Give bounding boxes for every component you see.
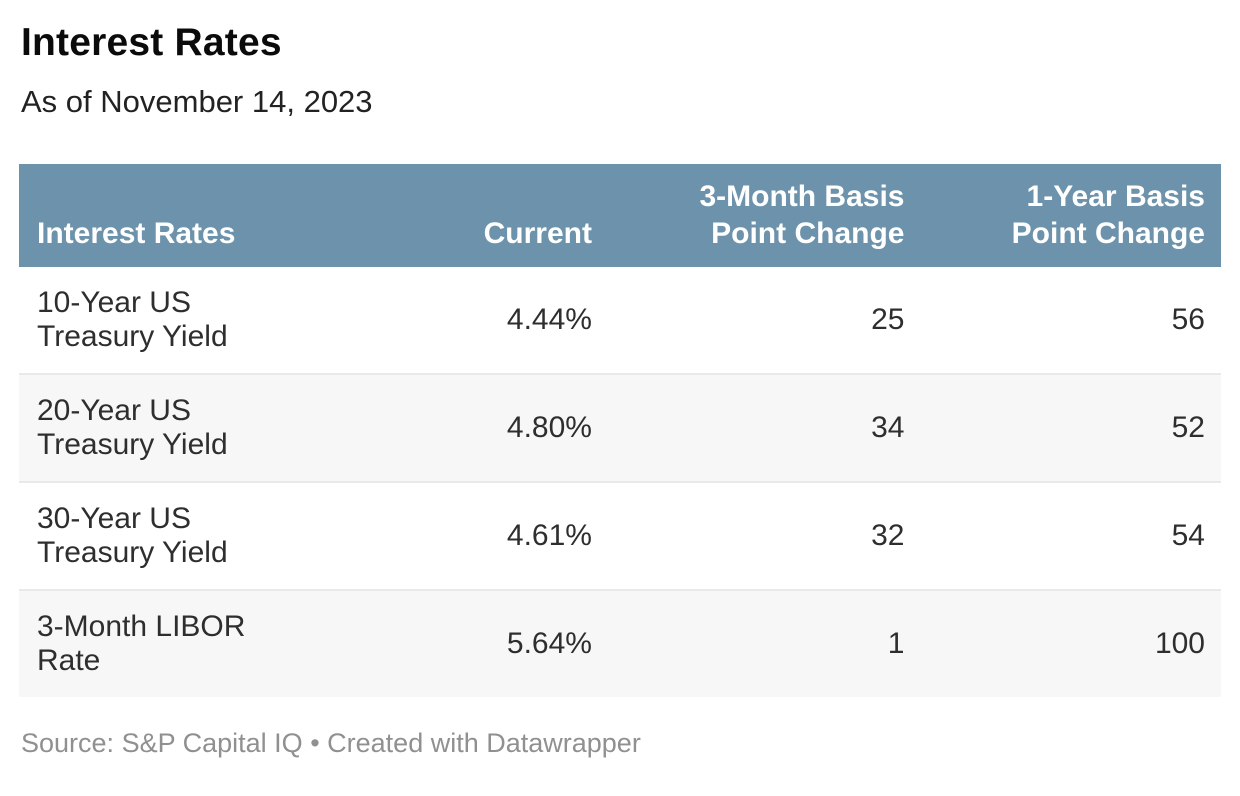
table-row-3-month-libor: 3-Month LIBOR Rate 5.64% 1 100: [19, 590, 1221, 697]
source-prefix: Source:: [21, 728, 115, 758]
cell-3-month-bp-change: 1: [887, 627, 905, 660]
row-label: 3-Month LIBOR Rate: [37, 610, 246, 677]
column-header-interest-rates: Interest Rates: [19, 164, 326, 267]
row-label: 10-Year US Treasury Yield: [37, 286, 228, 353]
cell-current: 4.80%: [506, 411, 592, 444]
cell-1-year-bp-change: 52: [1171, 411, 1205, 444]
table-row-10-year-treasury: 10-Year US Treasury Yield 4.44% 25 56: [19, 267, 1221, 374]
table-header-row: Interest Rates Current 3-Month Basis Poi…: [19, 164, 1221, 267]
chart-subtitle: As of November 14, 2023: [21, 84, 373, 119]
page-title: Interest Rates: [21, 21, 282, 64]
column-header-current: Current: [325, 164, 608, 267]
cell-1-year-bp-change: 54: [1171, 519, 1205, 552]
datawrapper-credit-link[interactable]: Created with Datawrapper: [327, 728, 641, 758]
cell-3-month-bp-change: 34: [871, 411, 905, 444]
source-name: S&P Capital IQ: [121, 728, 303, 758]
cell-3-month-bp-change: 25: [871, 303, 905, 336]
footer-separator-dot: •: [310, 728, 320, 758]
row-label: 20-Year US Treasury Yield: [37, 394, 228, 461]
cell-current: 4.61%: [506, 519, 592, 552]
column-header-3-month-basis-point-change: 3-Month Basis Point Change: [607, 164, 921, 267]
table-row-20-year-treasury: 20-Year US Treasury Yield 4.80% 34 52: [19, 374, 1221, 482]
row-label: 30-Year US Treasury Yield: [37, 502, 228, 569]
cell-current: 4.44%: [506, 303, 592, 336]
cell-3-month-bp-change: 32: [871, 519, 905, 552]
interest-rates-table: Interest Rates Current 3-Month Basis Poi…: [19, 164, 1221, 697]
datawrapper-table-chart: Interest Rates As of November 14, 2023 I…: [19, 20, 1221, 760]
cell-current: 5.64%: [506, 627, 592, 660]
cell-1-year-bp-change: 56: [1171, 303, 1205, 336]
cell-1-year-bp-change: 100: [1154, 627, 1205, 660]
chart-footer: Source: S&P Capital IQ • Created with Da…: [21, 727, 1221, 760]
column-header-1-year-basis-point-change: 1-Year Basis Point Change: [920, 164, 1221, 267]
table-row-30-year-treasury: 30-Year US Treasury Yield 4.61% 32 54: [19, 482, 1221, 590]
